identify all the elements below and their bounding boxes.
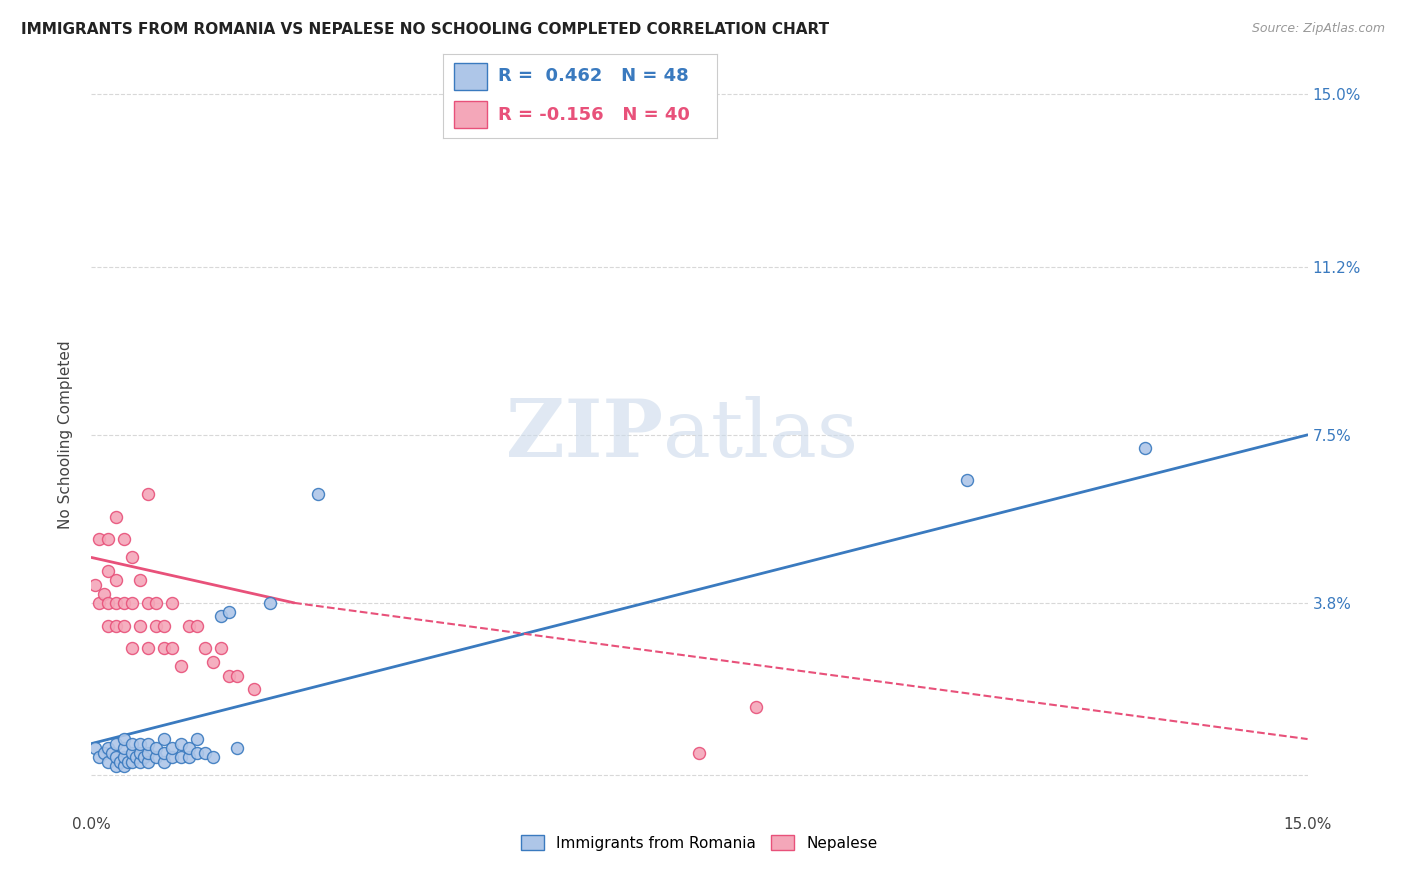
Point — [112, 596, 135, 610]
Text: IMMIGRANTS FROM ROMANIA VS NEPALESE NO SCHOOLING COMPLETED CORRELATION CHART: IMMIGRANTS FROM ROMANIA VS NEPALESE NO S… — [21, 22, 830, 37]
Point — [97, 755, 120, 769]
Point — [125, 750, 148, 764]
Point — [153, 746, 176, 760]
Point — [169, 659, 191, 673]
Point — [162, 741, 184, 756]
Point — [121, 550, 143, 565]
Point — [153, 618, 176, 632]
Point — [121, 737, 143, 751]
Point — [112, 732, 135, 747]
Point — [121, 746, 143, 760]
Point — [121, 755, 143, 769]
Point — [259, 596, 281, 610]
Point — [162, 596, 184, 610]
Point — [242, 682, 264, 697]
Y-axis label: No Schooling Completed: No Schooling Completed — [58, 341, 73, 529]
Point — [1135, 442, 1157, 456]
Point — [129, 737, 152, 751]
Point — [209, 641, 232, 656]
Point — [226, 741, 249, 756]
Point — [688, 746, 710, 760]
Point — [186, 746, 208, 760]
Point — [100, 746, 122, 760]
Point — [104, 759, 127, 773]
Point — [153, 641, 176, 656]
Point — [162, 641, 184, 656]
Point — [162, 750, 184, 764]
Point — [218, 605, 240, 619]
Point — [136, 487, 159, 501]
Text: atlas: atlas — [664, 396, 858, 474]
Point — [177, 750, 200, 764]
Point — [218, 668, 240, 682]
Point — [145, 596, 167, 610]
Text: R =  0.462   N = 48: R = 0.462 N = 48 — [498, 68, 689, 86]
Point — [169, 737, 191, 751]
Point — [121, 641, 143, 656]
Point — [104, 573, 127, 587]
Text: R = -0.156   N = 40: R = -0.156 N = 40 — [498, 105, 689, 123]
Legend: Immigrants from Romania, Nepalese: Immigrants from Romania, Nepalese — [515, 829, 884, 857]
Point — [177, 618, 200, 632]
Point — [956, 473, 979, 487]
Point — [202, 655, 225, 669]
Point — [136, 755, 159, 769]
Point — [226, 668, 249, 682]
Point — [112, 741, 135, 756]
Bar — [454, 62, 486, 90]
Point — [117, 755, 139, 769]
Point — [129, 755, 152, 769]
Point — [121, 596, 143, 610]
Point — [108, 755, 131, 769]
Point — [104, 750, 127, 764]
Point — [89, 750, 111, 764]
Point — [177, 741, 200, 756]
Point — [186, 618, 208, 632]
Point — [97, 533, 120, 547]
Point — [129, 618, 152, 632]
Point — [112, 533, 135, 547]
Bar — [454, 101, 486, 128]
Point — [186, 732, 208, 747]
Point — [145, 750, 167, 764]
Point — [104, 618, 127, 632]
Point — [136, 596, 159, 610]
Point — [136, 641, 159, 656]
Point — [104, 737, 127, 751]
Point — [145, 741, 167, 756]
Point — [132, 750, 155, 764]
Point — [136, 746, 159, 760]
Point — [93, 746, 115, 760]
Point — [194, 641, 217, 656]
Text: Source: ZipAtlas.com: Source: ZipAtlas.com — [1251, 22, 1385, 36]
Point — [745, 700, 768, 714]
Point — [97, 618, 120, 632]
Point — [136, 737, 159, 751]
Point — [194, 746, 217, 760]
Point — [202, 750, 225, 764]
Point — [112, 759, 135, 773]
Point — [112, 750, 135, 764]
Point — [145, 618, 167, 632]
Point — [97, 741, 120, 756]
Point — [104, 509, 127, 524]
Point — [153, 755, 176, 769]
Text: ZIP: ZIP — [506, 396, 664, 474]
Point — [84, 577, 107, 591]
Point — [169, 750, 191, 764]
Point — [129, 746, 152, 760]
Point — [153, 732, 176, 747]
Point — [97, 564, 120, 578]
Point — [104, 596, 127, 610]
Point — [84, 741, 107, 756]
Point — [307, 487, 329, 501]
Point — [129, 573, 152, 587]
Point — [112, 618, 135, 632]
Point — [209, 609, 232, 624]
Point — [93, 587, 115, 601]
Point — [97, 596, 120, 610]
Point — [89, 533, 111, 547]
Point — [89, 596, 111, 610]
